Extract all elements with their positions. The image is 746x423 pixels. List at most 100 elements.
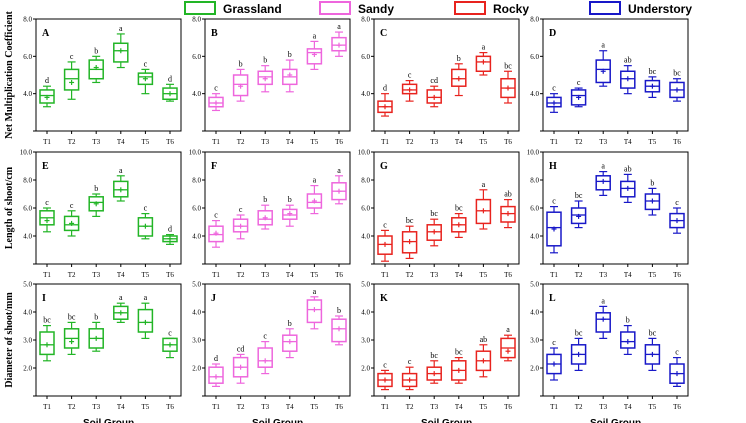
box-iqr [257,347,273,368]
significance-letter: c [383,360,387,369]
box-T6: c [669,198,685,234]
box-T6: a [331,22,347,57]
x-tick-label: T6 [166,403,174,411]
x-tick-label: T1 [550,138,558,146]
box-T4: a [113,24,129,69]
y-tick-label: 10.0 [189,149,202,157]
y-tick-label: 6.0 [192,53,201,61]
significance-letter: c [675,348,679,357]
box-T1: c [208,211,224,248]
y-tick-label: 4.0 [361,90,370,98]
panel-label: D [549,28,556,39]
box-T1: c [377,360,393,391]
x-tick-label: T5 [480,138,488,146]
significance-letter: b [263,56,267,65]
significance-letter: c [214,84,218,93]
y-tick-label: 8.0 [530,177,539,185]
x-tick-label: T3 [261,271,269,279]
chart-grid: Net Multiplication Coefficient A 4.0 6.0 8.0… [4,10,689,423]
box-T6: bc [669,69,685,102]
x-tick-label: T3 [261,403,269,411]
significance-letter: a [601,162,605,171]
x-tick-label: T4 [624,138,632,146]
x-tick-label: T6 [166,271,174,279]
y-tick-label: 10.0 [358,149,371,157]
legend-swatch [454,1,486,15]
box-T4: b [282,195,298,227]
panel-frame [204,18,351,132]
box-T5: bc [644,67,661,99]
significance-letter: bc [575,328,583,337]
box-T5: b [644,178,661,216]
box-T1: c [546,84,562,113]
legend-item-sandy: Sandy [319,1,394,16]
x-tick-label: T1 [381,403,389,411]
y-tick-label: 6.0 [530,205,539,213]
y-tick-label: 6.0 [23,205,32,213]
box-T5: ab [475,335,492,378]
x-tick-label: T4 [286,271,294,279]
x-tick-label: T1 [212,271,220,279]
x-tick-label: T3 [599,403,607,411]
significance-letter: c [168,328,172,337]
box-T4: bc [451,348,467,384]
panel-B: B 4.0 6.0 8.0 T1 c T2 b T3 b T4 b T5 a T6 a [192,16,351,146]
box-T3: b [88,312,104,352]
panel-D: D 4.0 6.0 8.0 T1 c T2 c T3 a T4 ab T5 bc T6 bc [530,16,689,146]
y-tick-label: 2.0 [192,365,201,373]
significance-letter: d [214,354,218,363]
box-T3: b [88,46,104,84]
significance-letter: c [70,52,74,61]
significance-letter: b [94,312,98,321]
box-T6: b [331,306,347,346]
box-T1: c [546,197,562,254]
legend-item-understory: Understory [589,1,692,16]
significance-letter: a [119,166,123,175]
x-tick-label: T2 [68,403,76,411]
x-tick-label: T6 [335,138,343,146]
significance-letter: c [552,84,556,93]
significance-letter: bc [68,312,76,321]
x-tick-label: T6 [504,271,512,279]
panel-frame [373,283,520,397]
box-T6: c [669,348,685,387]
x-tick-label: T5 [142,271,150,279]
box-T3: a [595,41,611,87]
significance-letter: c [383,220,387,229]
significance-letter: cd [430,76,438,85]
panel-label: E [42,161,49,172]
x-tick-label: T5 [480,403,488,411]
y-tick-label: 10.0 [20,149,33,157]
significance-letter: bc [504,61,512,70]
y-tick-label: 2.0 [361,365,370,373]
x-tick-label: T2 [406,271,414,279]
box-T3: bc [426,351,442,384]
box-T2: bc [570,191,587,229]
significance-letter: bc [649,328,657,337]
y-tick-label: 4.0 [192,309,201,317]
x-tick-label: T1 [381,271,389,279]
box-T5: a [475,180,492,230]
significance-letter: a [337,22,341,31]
panel-A: A 4.0 6.0 8.0 T1 d T2 c T3 b T4 a T5 c T6 d [23,16,182,146]
x-tick-label: T4 [624,271,632,279]
box-T2: cd [232,344,249,384]
x-tick-label: T3 [599,138,607,146]
significance-letter: c [552,197,556,206]
y-tick-label: 6.0 [192,205,201,213]
box-T6: bc [500,61,516,104]
panel-frame [542,18,689,132]
box-T5: bc [644,328,661,371]
x-tick-label: T5 [311,271,319,279]
significance-letter: c [263,332,267,341]
significance-letter: bc [430,209,438,218]
box-T4: b [282,50,298,93]
legend-swatch [589,1,621,15]
box-T5: a [306,287,323,330]
row-3: Diameter of shoot/mm I2.03.04.05.0T1bcT2b… [4,281,689,423]
panel-H: H 4.0 6.0 8.0 10.0 T1 c T2 bc T3 a T4 ab T5 b T6 c [527,149,689,279]
panel-frame [35,18,182,132]
panel-I: I 2.0 3.0 4.0 5.0 T1 bc T2 bc T3 b T4 a T5 a T6 c Soil Gr… [23,281,182,423]
significance-letter: c [577,78,581,87]
x-tick-label: T5 [311,403,319,411]
